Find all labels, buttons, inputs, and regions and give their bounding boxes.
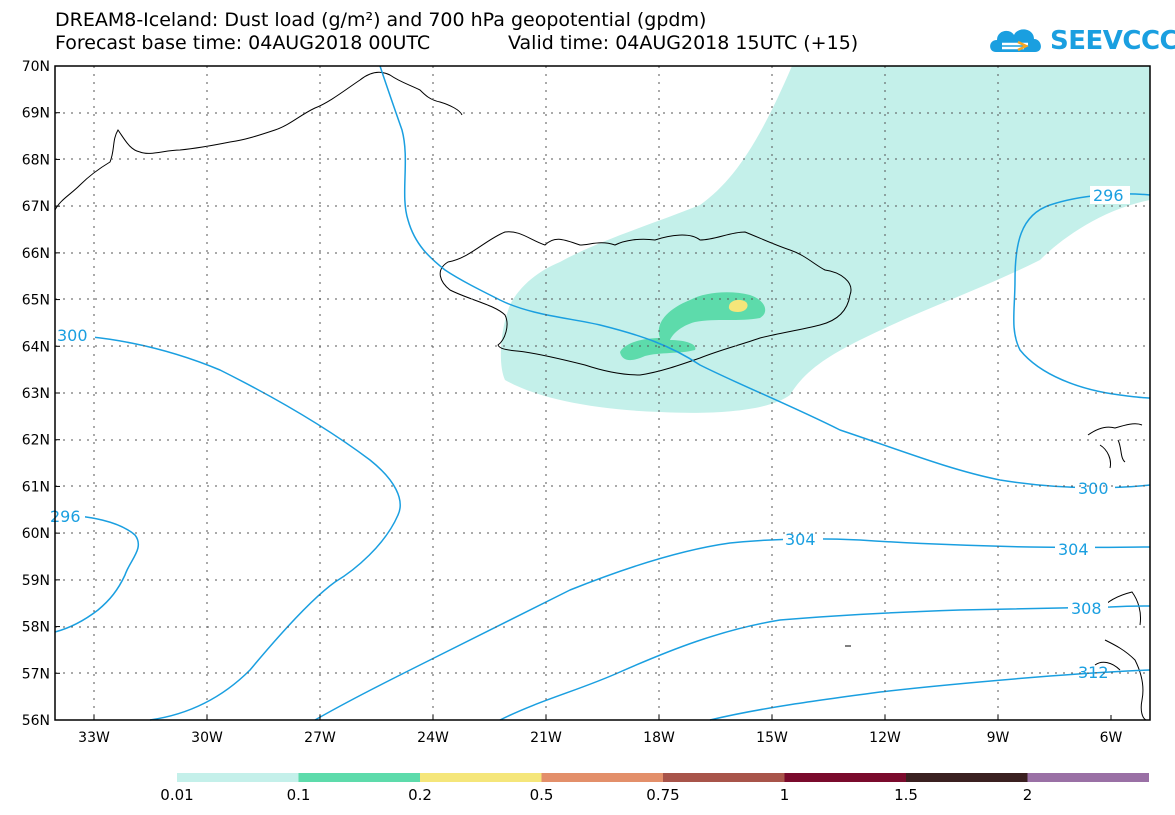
contour-label: 300 [1078, 479, 1109, 498]
lat-tick-label: 62N [22, 433, 50, 449]
contour-label: 304 [785, 530, 816, 549]
cloud-icon [990, 29, 1041, 52]
chart-title: DREAM8-Iceland: Dust load (g/m²) and 700… [55, 9, 707, 31]
colorbar-segment [906, 773, 1028, 782]
contour-label: 296 [50, 507, 81, 526]
lat-tick-label: 60N [22, 526, 50, 542]
scotland-coast [1087, 423, 1147, 721]
lat-tick-label: 66N [22, 246, 50, 262]
dust-area-high [728, 299, 748, 312]
contour-label: 308 [1071, 599, 1102, 618]
colorbar-segment [663, 773, 785, 782]
dust-area-medium [620, 292, 766, 361]
lon-tick-label: 24W [417, 730, 449, 746]
lon-tick-label: 30W [191, 730, 223, 746]
colorbar-label: 0.75 [646, 786, 679, 804]
colorbar-label: 2 [1023, 786, 1033, 804]
seevccc-logo [990, 29, 1041, 52]
lon-tick-label: 15W [756, 730, 788, 746]
lon-tick-label: 9W [987, 730, 1010, 746]
lat-tick-label: 68N [22, 152, 50, 168]
graticule [55, 66, 1150, 720]
colorbar-label: 0.2 [408, 786, 432, 804]
lon-tick-label: 21W [530, 730, 562, 746]
colorbar-segment [298, 773, 420, 782]
forecast-base-time: Forecast base time: 04AUG2018 00UTC [55, 32, 431, 54]
colorbar-label: 0.1 [287, 786, 311, 804]
contour-304 [314, 538, 1151, 721]
contour-label: 304 [1058, 540, 1089, 559]
lon-tick-label: 27W [304, 730, 336, 746]
lat-tick-label: 65N [22, 293, 50, 309]
lat-tick-label: 58N [22, 620, 50, 636]
colorbar-label: 1 [780, 786, 790, 804]
lon-tick-label: 33W [78, 730, 110, 746]
lat-tick-label: 61N [22, 479, 50, 495]
contour-label: 300 [57, 326, 88, 345]
contour-label: 312 [1078, 663, 1109, 682]
lat-tick-label: 57N [22, 666, 50, 682]
lat-tick-label: 59N [22, 573, 50, 589]
logo-text: SEEVCCC [1050, 26, 1175, 56]
colorbar-segment [420, 773, 542, 782]
lat-tick-label: 64N [22, 339, 50, 355]
colorbar-label: 0.01 [160, 786, 193, 804]
contour-label: 296 [1093, 186, 1124, 205]
contour-300-west [54, 334, 401, 721]
lon-tick-label: 12W [869, 730, 901, 746]
contour-296-west [54, 514, 140, 633]
colorbar-segment [1027, 773, 1149, 782]
lat-tick-label: 69N [22, 106, 50, 122]
colorbar-label: 1.5 [894, 786, 918, 804]
lon-tick-label: 18W [643, 730, 675, 746]
lat-tick-label: 63N [22, 386, 50, 402]
contour-296-east [1013, 193, 1151, 399]
lon-tick-label: 6W [1100, 730, 1123, 746]
valid-time: Valid time: 04AUG2018 15UTC (+15) [508, 32, 859, 54]
colorbar-segment [541, 773, 663, 782]
colorbar-label: 0.5 [530, 786, 554, 804]
colorbar-segment [784, 773, 906, 782]
contour-312 [709, 669, 1151, 721]
lat-tick-label: 56N [22, 713, 50, 729]
colorbar-segment [177, 773, 299, 782]
lat-tick-label: 70N [22, 59, 50, 75]
contour-300-main [379, 65, 1151, 489]
lat-tick-label: 67N [22, 199, 50, 215]
